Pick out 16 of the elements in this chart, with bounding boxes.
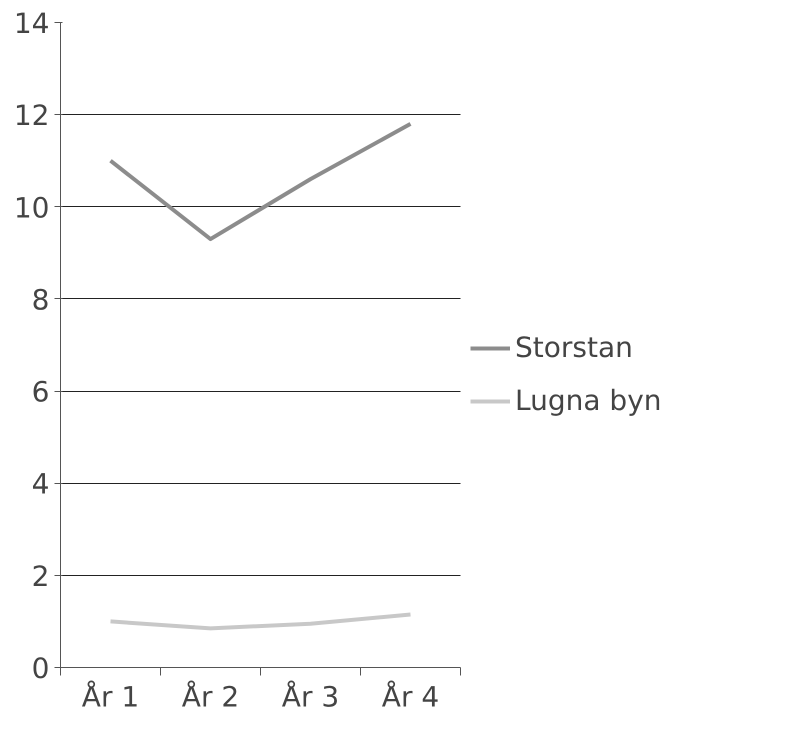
y-tick-label: 12: [14, 99, 50, 132]
x-tick-label: År 1: [82, 680, 140, 714]
y-tick-label: 8: [32, 283, 50, 316]
y-tick-label: 6: [32, 376, 50, 409]
line-series: [108, 612, 412, 630]
x-tick-label: År 4: [382, 680, 440, 714]
x-tick-label: År 2: [182, 680, 240, 714]
legend-label: Lugna byn: [515, 384, 662, 417]
y-tick-label: 4: [32, 468, 50, 501]
x-tick-label: År 3: [282, 680, 340, 714]
y-tick-label: 0: [32, 652, 50, 685]
y-tick-label: 14: [14, 7, 50, 40]
legend-label: Storstan: [515, 331, 633, 364]
line-series: [108, 122, 412, 242]
y-tick-label: 2: [32, 560, 50, 593]
y-tick-label: 10: [14, 191, 50, 224]
